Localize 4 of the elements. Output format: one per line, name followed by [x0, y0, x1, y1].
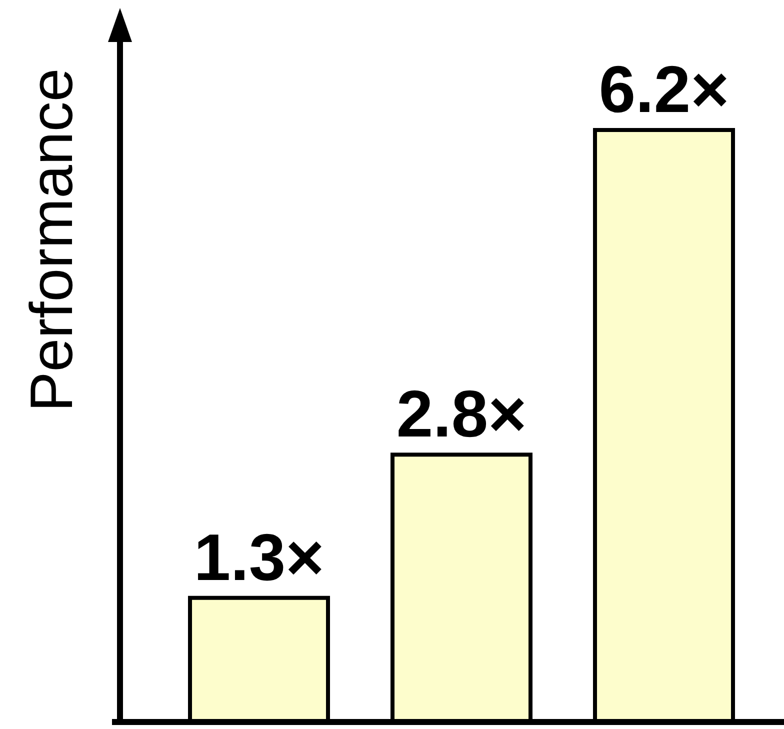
- data-label: 6.2×: [598, 52, 730, 126]
- y-axis-title: Performance: [18, 68, 85, 412]
- data-label: 2.8×: [396, 376, 527, 451]
- data-label: 1.3×: [194, 520, 324, 594]
